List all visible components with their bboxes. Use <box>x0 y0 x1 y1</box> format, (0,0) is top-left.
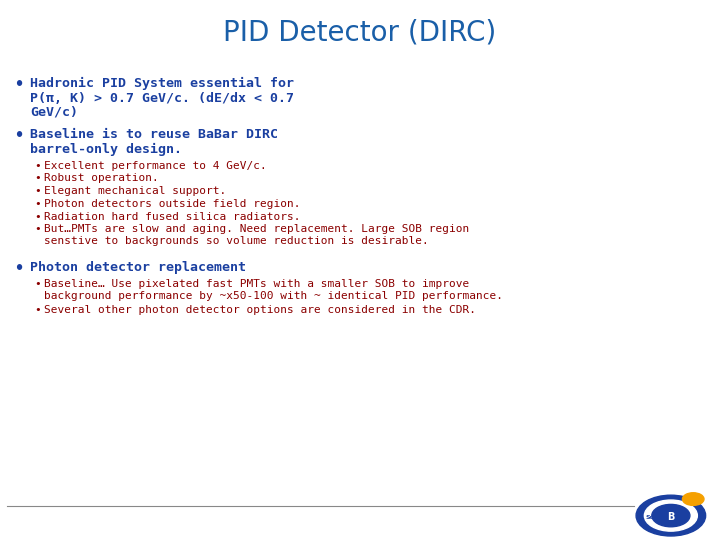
Text: •: • <box>34 305 41 315</box>
Text: background performance by ~x50-100 with ~ identical PID performance.: background performance by ~x50-100 with … <box>44 291 503 301</box>
Text: •: • <box>14 77 23 92</box>
Text: Radiation hard fused silica radiators.: Radiation hard fused silica radiators. <box>44 212 300 221</box>
Text: GeV/c): GeV/c) <box>30 106 78 119</box>
Text: Several other photon detector options are considered in the CDR.: Several other photon detector options ar… <box>44 305 476 315</box>
Text: Elegant mechanical support.: Elegant mechanical support. <box>44 186 226 196</box>
Text: P(π, K) > 0.7 GeV/c. (dE/dx < 0.7: P(π, K) > 0.7 GeV/c. (dE/dx < 0.7 <box>30 92 294 105</box>
Text: Excellent performance to 4 GeV/c.: Excellent performance to 4 GeV/c. <box>44 161 266 171</box>
Text: •: • <box>14 128 23 143</box>
Circle shape <box>652 504 690 527</box>
Text: senstive to backgrounds so volume reduction is desirable.: senstive to backgrounds so volume reduct… <box>44 236 428 246</box>
Text: •: • <box>14 261 23 276</box>
Text: •: • <box>34 199 41 209</box>
Text: •: • <box>34 173 41 184</box>
Text: PID Detector (DIRC): PID Detector (DIRC) <box>223 18 497 46</box>
Text: Photon detectors outside field region.: Photon detectors outside field region. <box>44 199 300 209</box>
Text: Super: Super <box>646 515 667 519</box>
Text: Hadronic PID System essential for: Hadronic PID System essential for <box>30 77 294 90</box>
Circle shape <box>636 495 706 536</box>
Text: Blair Ratcliff, SLAC: Blair Ratcliff, SLAC <box>518 520 603 529</box>
Text: SuperB Workshop, Orsay, Feb. 15-18, 2009: SuperB Workshop, Orsay, Feb. 15-18, 2009 <box>7 520 202 529</box>
Text: Baseline is to reuse BaBar DIRC: Baseline is to reuse BaBar DIRC <box>30 128 278 141</box>
Text: •: • <box>34 212 41 221</box>
Text: •: • <box>34 224 41 234</box>
Text: •: • <box>34 161 41 171</box>
Text: Baseline… Use pixelated fast PMTs with a smaller SOB to improve: Baseline… Use pixelated fast PMTs with a… <box>44 279 469 289</box>
Text: •: • <box>34 279 41 289</box>
Text: But…PMTs are slow and aging. Need replacement. Large SOB region: But…PMTs are slow and aging. Need replac… <box>44 224 469 234</box>
Text: barrel-only design.: barrel-only design. <box>30 143 182 156</box>
Text: Robust operation.: Robust operation. <box>44 173 158 184</box>
Circle shape <box>644 500 698 531</box>
Text: B: B <box>667 512 675 522</box>
Circle shape <box>683 492 704 505</box>
Text: •: • <box>34 186 41 196</box>
Text: Photon detector replacement: Photon detector replacement <box>30 261 246 274</box>
